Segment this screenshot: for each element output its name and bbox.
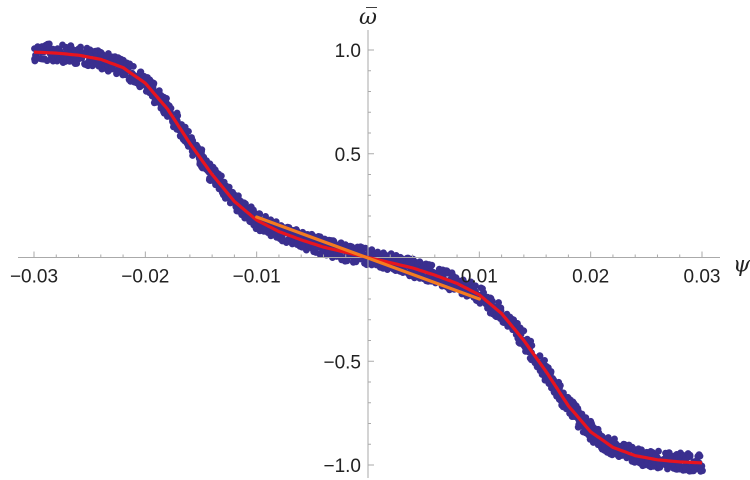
scatter-point xyxy=(121,71,129,79)
labels-layer: −0.03 −0.02 −0.01 0.01 0.02 0.03 −1.0 −0.5 0.5 1.… xyxy=(10,41,721,477)
scatter-point xyxy=(225,183,233,191)
scatter-point xyxy=(696,452,703,460)
x-tick-label: −0.01 xyxy=(233,267,281,288)
x-axis-title: ψ xyxy=(733,253,750,278)
scatter-point xyxy=(608,451,616,459)
tangent-line xyxy=(255,215,481,301)
x-tick-label: 0.03 xyxy=(684,267,721,288)
scatter-point xyxy=(536,352,544,359)
x-tick-label: 0.01 xyxy=(461,267,498,288)
scatter-point xyxy=(520,327,528,335)
x-tick-label: 0.02 xyxy=(572,267,609,288)
scatter-point xyxy=(255,210,263,218)
scatter-point xyxy=(130,63,137,70)
x-tick-label: −0.03 xyxy=(10,267,58,288)
y-tick-label: −1.0 xyxy=(323,456,361,477)
scatter-point xyxy=(137,83,144,90)
y-tick-label: −0.5 xyxy=(323,352,361,373)
y-axis-title: ω̅ xyxy=(359,5,377,30)
y-tick-label: 0.5 xyxy=(335,145,361,166)
scatter-point xyxy=(472,282,479,290)
scatter-point xyxy=(174,112,182,120)
scatter-point xyxy=(428,261,436,269)
scatter-point xyxy=(541,357,548,364)
scatter-point xyxy=(362,244,369,252)
x-tick-label: −0.02 xyxy=(121,267,169,288)
scatter-point xyxy=(374,248,382,256)
scatter-point xyxy=(557,382,564,389)
scatter-point xyxy=(655,447,662,455)
scatter-point xyxy=(686,453,694,460)
scatter-point xyxy=(193,141,200,149)
scatter-point xyxy=(77,43,84,51)
scatter-point xyxy=(699,467,706,475)
lines-layer xyxy=(33,50,703,465)
scatter-point xyxy=(185,127,192,135)
y-tick-label: 1.0 xyxy=(335,41,361,62)
